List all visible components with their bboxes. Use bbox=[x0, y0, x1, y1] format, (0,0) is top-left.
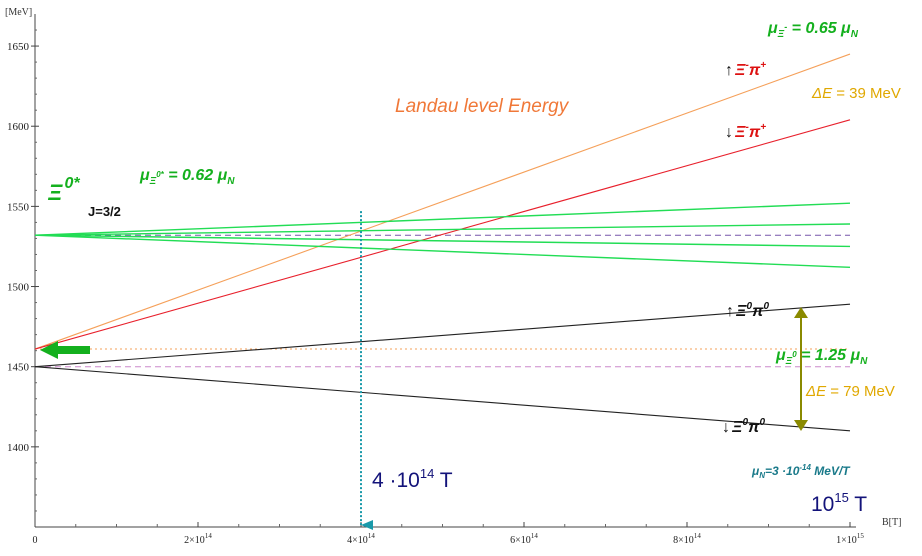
left-arrow-icon bbox=[40, 341, 90, 359]
y-tick-label: 1450 bbox=[7, 362, 30, 374]
field-marker-label: 4 ·1014 T bbox=[372, 466, 453, 492]
series-line-xi0_pi0_up bbox=[34, 303, 851, 368]
xi-zero-pi-zero-down-label: ↓ Ξ0π0 bbox=[722, 417, 765, 436]
x-tick-label: 8×1014 bbox=[673, 532, 701, 546]
delta-e-bottom-label: ΔE = 79 MeV bbox=[805, 383, 895, 400]
x-tick-group: 0 2×1014 4×1014 6×1014 8×1014 1×1015 bbox=[33, 522, 864, 546]
y-tick-label: 1600 bbox=[7, 121, 30, 133]
max-field-label: 1015 T bbox=[811, 490, 867, 516]
y-tick-label: 1500 bbox=[7, 282, 30, 294]
x-axis-label: B[T] bbox=[882, 517, 901, 528]
y-tick-group: 1400 1450 1500 1550 1600 1650 bbox=[7, 29, 39, 512]
mu-n-label: μN=3 ·10-14 MeV/T bbox=[751, 463, 851, 480]
mu-xi-zero-label: μΞ0 = 1.25 μN bbox=[775, 347, 868, 367]
y-tick-label: 1550 bbox=[7, 201, 30, 213]
y-tick-label: 1650 bbox=[7, 41, 30, 53]
x-tick-label: 4×1014 bbox=[347, 532, 375, 546]
mu-xi-minus-label: μΞ- = 0.65 μN bbox=[767, 20, 859, 40]
series-line-xi_star_p12 bbox=[34, 234, 851, 248]
delta-e-bracket bbox=[794, 307, 808, 431]
landau-label: Landau level Energy bbox=[395, 96, 570, 117]
series-line-xi_star_m12 bbox=[34, 223, 851, 236]
series-line-xi_star_m32 bbox=[34, 202, 851, 236]
series-line-xi0_pi0_down bbox=[34, 366, 851, 432]
y-tick-label: 1400 bbox=[7, 442, 30, 454]
xi-zero-pi-zero-up-label: ↑ Ξ0π0 bbox=[726, 301, 769, 320]
xi-zero-star-label: Ξ 0* bbox=[47, 175, 80, 205]
series-line-xi_minus_pi_up bbox=[34, 53, 851, 350]
mu-xi-zero-star-label: μΞ0* = 0.62 μN bbox=[139, 167, 235, 187]
x-tick-label: 6×1014 bbox=[510, 532, 538, 546]
series-lines bbox=[34, 53, 851, 432]
x-tick-label: 1×1015 bbox=[836, 532, 864, 546]
x-tick-label: 2×1014 bbox=[184, 532, 212, 546]
xi-minus-pi-plus-up-label: ↑ Ξ-π+ bbox=[725, 60, 766, 79]
spin-label: J=3/2 bbox=[88, 204, 121, 219]
delta-e-top-label: ΔE = 39 MeV bbox=[811, 85, 901, 102]
series-line-xi_minus_pi_down bbox=[34, 119, 851, 350]
x-tick-label: 0 bbox=[33, 535, 38, 546]
y-axis-label: [MeV] bbox=[5, 7, 32, 18]
reference-lines bbox=[35, 234, 850, 368]
series-line-xi_star_p32 bbox=[34, 234, 851, 268]
xi-minus-pi-plus-down-label: ↓ Ξ-π+ bbox=[725, 122, 766, 141]
